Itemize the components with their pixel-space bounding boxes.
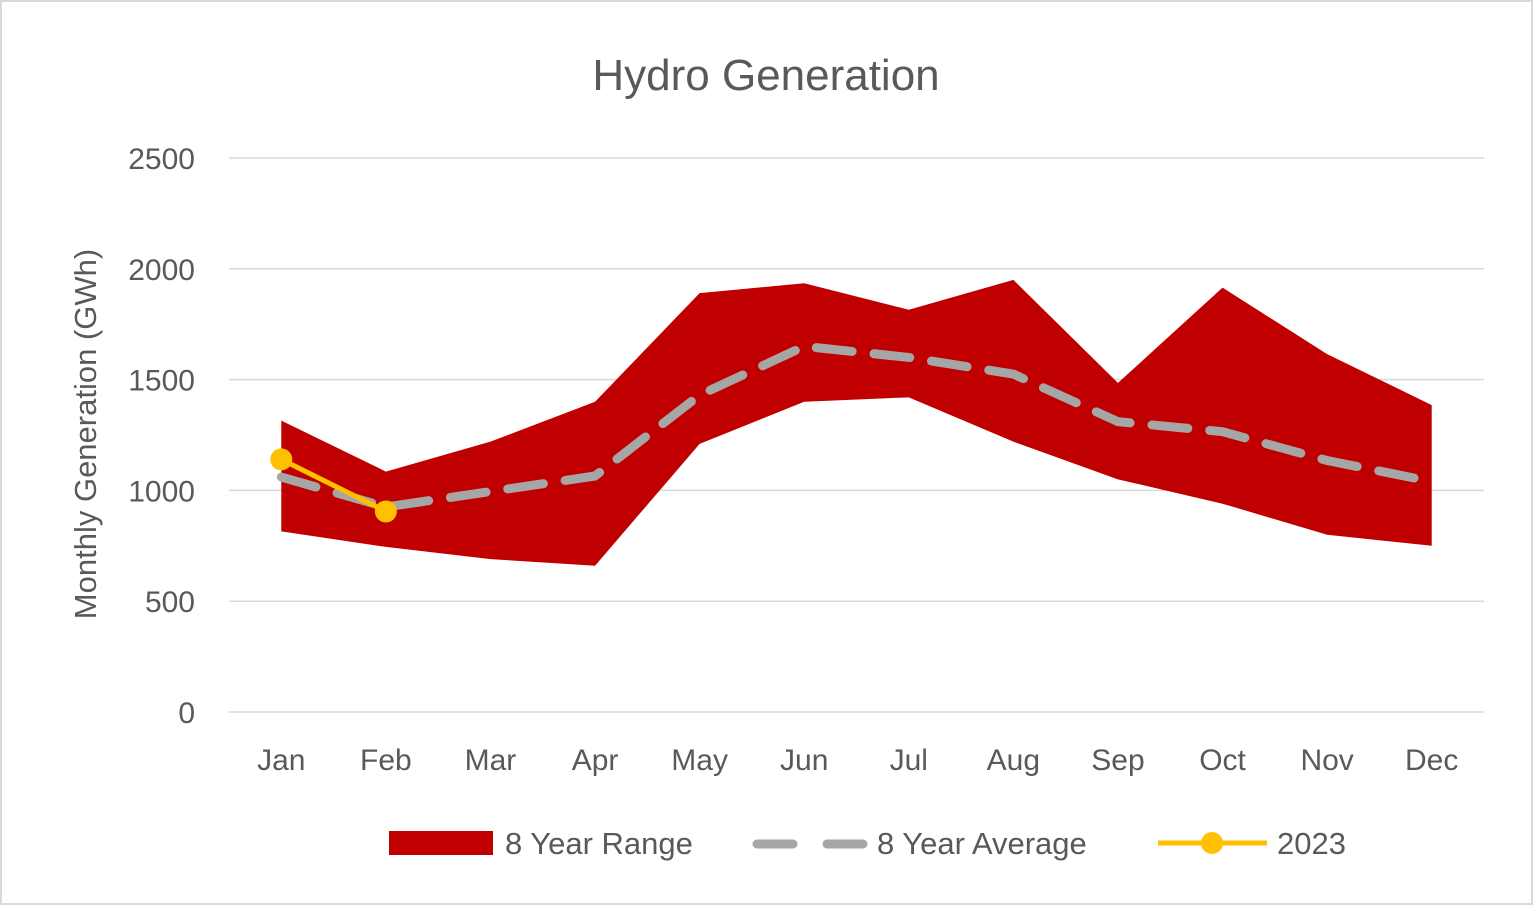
x-tick-label-aug: Aug [987,744,1040,777]
x-tick-label-may: May [671,744,728,777]
y-tick-label-2500: 2500 [128,143,195,176]
range-band-area [281,279,1432,566]
x-axis-ticks: Jan Feb Mar Apr May Jun Jul Aug Sep Oct Nov Dec [257,744,1458,777]
legend-label-average: 8 Year Average [877,826,1087,861]
average-line [276,341,1437,512]
x-tick-label-nov: Nov [1300,744,1353,777]
x-tick-label-feb: Feb [360,744,412,777]
y-tick-label-1000: 1000 [128,475,195,508]
x-tick-label-jun: Jun [780,744,828,777]
legend-swatch-current-marker [1201,832,1223,854]
average-line-layer [276,341,1437,512]
current-year-point-jan [270,448,293,471]
x-tick-label-jan: Jan [257,744,305,777]
x-tick-label-jul: Jul [890,744,928,777]
current-year-line [280,457,387,514]
y-tick-label-2000: 2000 [128,254,195,287]
legend-label-current: 2023 [1277,826,1346,861]
x-tick-label-sep: Sep [1091,744,1144,777]
y-tick-label-1500: 1500 [128,365,195,398]
legend: 8 Year Range 8 Year Average 2023 [389,826,1346,861]
x-tick-label-oct: Oct [1199,744,1246,777]
y-tick-label-500: 500 [145,586,195,619]
x-tick-label-mar: Mar [465,744,517,777]
x-tick-label-dec: Dec [1405,744,1458,777]
legend-label-range: 8 Year Range [505,826,693,861]
range-band-layer [281,279,1432,566]
y-axis-ticks: 0 500 1000 1500 2000 2500 [128,143,195,730]
y-axis-label: Monthly Generation (GWh) [68,249,103,619]
legend-swatch-range [389,831,493,855]
current-year-layer [270,448,397,523]
x-tick-label-apr: Apr [572,744,619,777]
current-year-point-feb [374,500,397,523]
chart-title: Hydro Generation [592,51,939,100]
y-tick-label-0: 0 [178,697,195,730]
